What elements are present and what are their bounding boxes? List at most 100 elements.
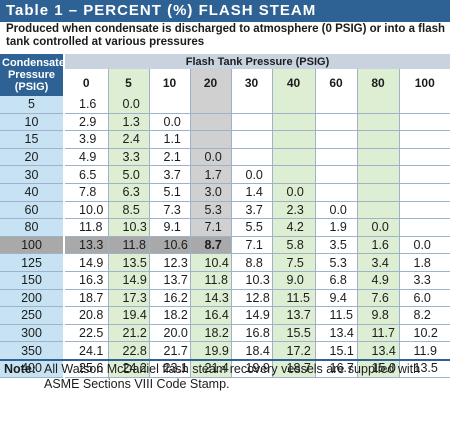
table-cell <box>356 130 399 149</box>
table-cell: 0.0 <box>230 165 272 184</box>
table-row: 350 24.1 22.8 21.7 19.9 18.4 17.2 15.1 13.4 11.9 <box>0 341 450 360</box>
flash-steam-table: Condensate Pressure (PSIG) Flash Tank Pr… <box>0 54 450 378</box>
table-cell: 0.0 <box>314 201 357 220</box>
table-cell: 10.2 <box>398 324 450 343</box>
table-cell: 3.9 <box>63 130 108 149</box>
table-row: 400 25.6 24.2 23.1 21.4 19.9 18.7 16.7 15.0 13.5 <box>0 359 450 378</box>
row-header-label: Condensate Pressure (PSIG) <box>2 57 64 93</box>
table-cell: 4.2 <box>271 218 315 237</box>
column-header: 80 <box>356 69 399 96</box>
table-cell <box>271 96 315 114</box>
table-cell <box>356 201 399 220</box>
table-cell: 3.4 <box>356 253 399 272</box>
table-cell <box>271 113 315 132</box>
table-cell: 12.3 <box>148 253 190 272</box>
table-cell <box>356 165 399 184</box>
row-label: 250 <box>0 306 65 325</box>
table-cell: 21.7 <box>148 341 190 360</box>
table-cell: 15.5 <box>271 324 315 343</box>
table-cell: 4.9 <box>356 271 399 290</box>
table-cell <box>271 165 315 184</box>
table-row: 15 3.9 2.4 1.1 <box>0 130 450 149</box>
table-cell: 1.6 <box>356 236 399 255</box>
table-cell: 10.4 <box>189 253 231 272</box>
table-cell <box>271 148 315 167</box>
table-cell: 7.1 <box>189 218 231 237</box>
table-cell: 5.0 <box>107 165 149 184</box>
table-cell: 15.0 <box>356 359 399 378</box>
table-cell <box>314 130 357 149</box>
table-cell: 2.4 <box>107 130 149 149</box>
column-header: 60 <box>314 69 357 96</box>
column-header: 0 <box>63 69 108 96</box>
column-header: 20 <box>189 69 231 96</box>
table-cell: 15.1 <box>314 341 357 360</box>
table-cell: 18.7 <box>63 289 108 308</box>
table-cell <box>398 201 450 220</box>
table-cell: 11.8 <box>63 218 108 237</box>
table-cell: 16.4 <box>189 306 231 325</box>
table-cell: 11.5 <box>271 289 315 308</box>
column-header: 40 <box>271 69 315 96</box>
row-label: 350 <box>0 341 65 360</box>
table-cell: 10.6 <box>148 236 190 255</box>
column-header-row: 0 5 10 20 30 40 60 80 100 <box>0 69 450 96</box>
table-cell: 3.3 <box>398 271 450 290</box>
table-cell: 18.4 <box>230 341 272 360</box>
table-row: 250 20.8 19.4 18.2 16.4 14.9 13.7 11.5 9.8 8.2 <box>0 306 450 325</box>
table-cell: 18.2 <box>148 306 190 325</box>
table-row: 125 14.9 13.5 12.3 10.4 8.8 7.5 5.3 3.4 1.8 <box>0 253 450 272</box>
table-cell <box>356 148 399 167</box>
table-cell: 5.3 <box>189 201 231 220</box>
table-cell: 11.9 <box>398 341 450 360</box>
table-cell: 13.4 <box>356 341 399 360</box>
table-cell: 10.3 <box>107 218 149 237</box>
table-cell: 17.3 <box>107 289 149 308</box>
table-cell: 7.6 <box>356 289 399 308</box>
table-cell: 3.5 <box>314 236 357 255</box>
table-cell: 13.5 <box>398 359 450 378</box>
table-cell: 0.0 <box>271 183 315 202</box>
table-cell: 24.2 <box>107 359 149 378</box>
table-cell: 5.3 <box>314 253 357 272</box>
column-header: 100 <box>398 69 450 96</box>
table-row: 20 4.9 3.3 2.1 0.0 <box>0 148 450 167</box>
table-cell: 21.2 <box>107 324 149 343</box>
row-label: 150 <box>0 271 65 290</box>
table-cell <box>148 96 190 114</box>
table-cell: 9.0 <box>271 271 315 290</box>
table-row: 150 16.3 14.9 13.7 11.8 10.3 9.0 6.8 4.9 3.3 <box>0 271 450 290</box>
row-label: 400 <box>0 359 65 378</box>
table-row: 40 7.8 6.3 5.1 3.0 1.4 0.0 <box>0 183 450 202</box>
table-body: 5 1.6 0.0 10 2.9 1.3 0.0 15 3.9 2.4 1.1 20 4.9 3.3 2.1… <box>0 96 450 378</box>
table-cell: 2.9 <box>63 113 108 132</box>
table-row: 10 2.9 1.3 0.0 <box>0 113 450 132</box>
table-cell: 0.0 <box>398 236 450 255</box>
table-cell: 1.1 <box>148 130 190 149</box>
table-row: 60 10.0 8.5 7.3 5.3 3.7 2.3 0.0 <box>0 201 450 220</box>
table-cell: 1.4 <box>230 183 272 202</box>
table-cell: 8.5 <box>107 201 149 220</box>
table-note: Note: All Watson McDaniel flash steam rec… <box>4 362 448 392</box>
table-cell: 25.6 <box>63 359 108 378</box>
table-cell: 20.8 <box>63 306 108 325</box>
table-cell: 16.2 <box>148 289 190 308</box>
table-cell: 17.2 <box>271 341 315 360</box>
table-cell <box>271 130 315 149</box>
table-cell: 1.3 <box>107 113 149 132</box>
table-cell: 19.4 <box>107 306 149 325</box>
column-header: 5 <box>107 69 149 96</box>
table-cell: 19.9 <box>189 341 231 360</box>
table-cell <box>314 183 357 202</box>
table-cell: 22.5 <box>63 324 108 343</box>
table-cell: 11.7 <box>356 324 399 343</box>
group-header-flash-tank-pressure: Flash Tank Pressure (PSIG) <box>64 54 450 69</box>
row-header-condensate-pressure: Condensate Pressure (PSIG) <box>0 54 65 96</box>
row-label: 40 <box>0 183 65 202</box>
row-label: 60 <box>0 201 65 220</box>
table-cell <box>314 165 357 184</box>
table-cell <box>230 113 272 132</box>
table-row: 300 22.5 21.2 20.0 18.2 16.8 15.5 13.4 11.7 10.2 <box>0 324 450 343</box>
table-cell: 5.8 <box>271 236 315 255</box>
